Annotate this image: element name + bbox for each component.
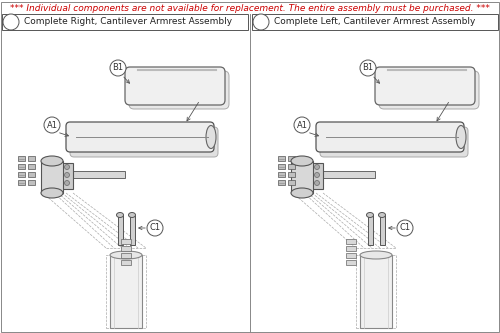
Circle shape xyxy=(314,180,320,185)
Circle shape xyxy=(314,172,320,177)
Bar xyxy=(2,14,248,30)
FancyBboxPatch shape xyxy=(129,71,229,109)
Ellipse shape xyxy=(360,251,392,259)
Text: A1: A1 xyxy=(46,121,58,130)
Circle shape xyxy=(110,60,126,76)
Bar xyxy=(360,255,392,328)
FancyBboxPatch shape xyxy=(320,127,468,157)
Bar xyxy=(106,255,146,328)
Bar xyxy=(323,171,375,178)
Text: C1: C1 xyxy=(150,223,160,232)
Bar xyxy=(18,156,25,161)
Bar xyxy=(288,180,295,185)
Circle shape xyxy=(253,14,269,30)
Bar xyxy=(121,260,131,265)
Bar xyxy=(61,163,73,189)
Text: B1: B1 xyxy=(112,64,124,73)
Bar xyxy=(278,164,285,169)
Circle shape xyxy=(64,180,70,185)
Bar xyxy=(288,164,295,169)
Bar xyxy=(41,161,63,193)
FancyBboxPatch shape xyxy=(70,127,218,157)
FancyBboxPatch shape xyxy=(125,67,225,105)
Circle shape xyxy=(314,165,320,169)
Ellipse shape xyxy=(41,156,63,166)
Circle shape xyxy=(3,14,19,30)
Bar xyxy=(291,161,313,193)
Text: Complete Left, Cantilever Armrest Assembly: Complete Left, Cantilever Armrest Assemb… xyxy=(274,18,475,27)
Circle shape xyxy=(44,117,60,133)
Ellipse shape xyxy=(206,126,216,149)
Bar xyxy=(121,253,131,258)
Circle shape xyxy=(64,165,70,169)
Ellipse shape xyxy=(291,188,313,198)
Bar xyxy=(356,255,396,328)
Bar xyxy=(288,172,295,177)
Circle shape xyxy=(360,60,376,76)
Bar xyxy=(311,163,323,189)
Ellipse shape xyxy=(456,126,466,149)
Circle shape xyxy=(147,220,163,236)
Bar xyxy=(28,156,35,161)
Ellipse shape xyxy=(291,156,313,166)
Bar xyxy=(73,171,125,178)
Bar xyxy=(346,246,356,251)
Ellipse shape xyxy=(128,212,136,217)
Bar xyxy=(278,156,285,161)
Circle shape xyxy=(294,117,310,133)
Circle shape xyxy=(64,172,70,177)
Ellipse shape xyxy=(366,212,374,217)
Bar xyxy=(28,172,35,177)
Text: D1b: D1b xyxy=(253,19,269,25)
Bar xyxy=(346,253,356,258)
Bar xyxy=(121,239,131,244)
Text: *** Individual components are not available for replacement. The entire assembly: *** Individual components are not availa… xyxy=(10,4,490,13)
Bar xyxy=(346,239,356,244)
Ellipse shape xyxy=(116,212,123,217)
Text: C1: C1 xyxy=(400,223,410,232)
Bar xyxy=(368,215,372,245)
Bar xyxy=(278,180,285,185)
Bar xyxy=(121,246,131,251)
Bar xyxy=(130,215,134,245)
Bar xyxy=(18,172,25,177)
Bar xyxy=(288,156,295,161)
FancyBboxPatch shape xyxy=(379,71,479,109)
Bar xyxy=(110,255,142,328)
Text: A1: A1 xyxy=(296,121,308,130)
Text: D1a: D1a xyxy=(4,19,18,25)
Bar xyxy=(18,180,25,185)
Ellipse shape xyxy=(41,188,63,198)
Text: Complete Right, Cantilever Armrest Assembly: Complete Right, Cantilever Armrest Assem… xyxy=(24,18,232,27)
FancyBboxPatch shape xyxy=(375,67,475,105)
Bar xyxy=(278,172,285,177)
Bar xyxy=(18,164,25,169)
FancyBboxPatch shape xyxy=(66,122,214,152)
Ellipse shape xyxy=(110,251,142,259)
Bar xyxy=(346,260,356,265)
Text: B1: B1 xyxy=(362,64,374,73)
Bar xyxy=(28,180,35,185)
Bar xyxy=(252,14,498,30)
Bar xyxy=(380,215,384,245)
Ellipse shape xyxy=(378,212,386,217)
FancyBboxPatch shape xyxy=(316,122,464,152)
Bar xyxy=(28,164,35,169)
Bar xyxy=(118,215,122,245)
Circle shape xyxy=(397,220,413,236)
